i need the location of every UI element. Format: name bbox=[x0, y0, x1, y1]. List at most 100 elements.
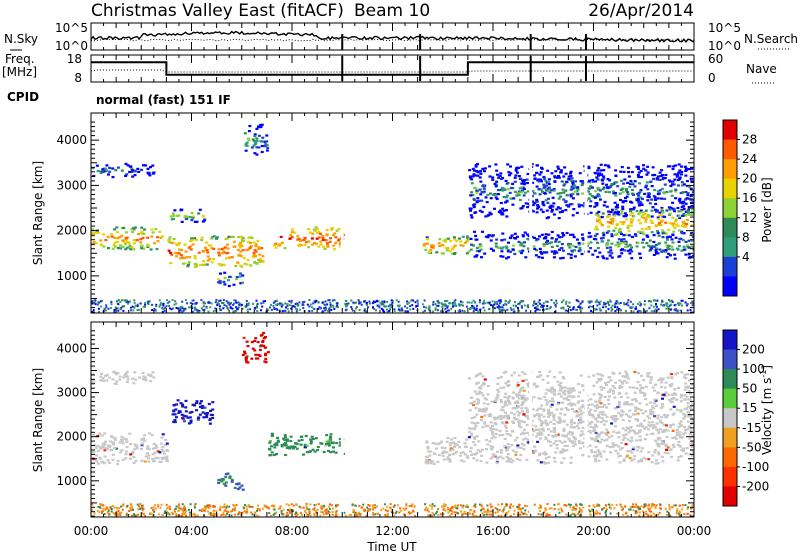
data-cell bbox=[473, 416, 477, 419]
data-cell bbox=[682, 417, 686, 420]
data-cell bbox=[654, 383, 657, 386]
data-cell bbox=[522, 428, 526, 431]
data-cell bbox=[654, 249, 658, 252]
data-cell bbox=[143, 460, 147, 463]
clutter-cell bbox=[423, 305, 425, 308]
clutter-cell bbox=[460, 510, 463, 513]
clutter-cell bbox=[457, 504, 459, 507]
data-cell bbox=[254, 337, 258, 340]
data-cell bbox=[617, 400, 621, 404]
clutter-cell bbox=[191, 299, 194, 302]
data-cell bbox=[124, 242, 128, 245]
data-cell bbox=[479, 193, 483, 196]
data-cell bbox=[507, 395, 511, 398]
clutter-cell bbox=[523, 304, 526, 307]
data-cell bbox=[263, 140, 267, 143]
data-cell bbox=[686, 405, 690, 408]
clutter-cell bbox=[666, 510, 669, 513]
freq-right-tick-top: 60 bbox=[708, 52, 723, 66]
clutter-cell bbox=[324, 303, 327, 306]
data-cell bbox=[628, 213, 632, 216]
clutter-cell bbox=[417, 302, 420, 305]
data-cell bbox=[600, 413, 604, 416]
clutter-cell bbox=[130, 306, 132, 309]
data-cell bbox=[683, 388, 687, 391]
data-cell bbox=[689, 198, 693, 201]
data-cell bbox=[607, 225, 611, 228]
data-cell bbox=[615, 212, 619, 215]
clutter-cell bbox=[435, 512, 437, 515]
data-cell bbox=[444, 238, 448, 241]
data-cell bbox=[115, 380, 119, 383]
data-cell bbox=[486, 443, 490, 446]
data-cell bbox=[540, 404, 544, 407]
clutter-cell bbox=[376, 505, 379, 508]
data-cell bbox=[671, 437, 675, 440]
clutter-cell bbox=[235, 306, 238, 309]
data-cell bbox=[618, 461, 622, 464]
data-cell bbox=[228, 475, 232, 478]
data-cell bbox=[319, 442, 323, 445]
data-cell bbox=[522, 187, 526, 190]
data-cell bbox=[477, 381, 480, 384]
data-cell bbox=[684, 174, 688, 177]
data-cell bbox=[546, 239, 550, 242]
clutter-cell bbox=[260, 309, 262, 312]
data-cell bbox=[303, 443, 307, 446]
clutter-cell bbox=[187, 508, 190, 511]
data-cell bbox=[550, 250, 554, 253]
clutter-cell bbox=[621, 509, 624, 512]
clutter-cell bbox=[650, 310, 653, 313]
data-cell bbox=[562, 430, 566, 433]
data-cell bbox=[225, 252, 229, 255]
data-cell bbox=[521, 180, 525, 183]
data-cell bbox=[650, 424, 654, 427]
clutter-cell bbox=[328, 511, 331, 514]
data-cell bbox=[659, 406, 663, 409]
data-cell bbox=[252, 140, 256, 143]
data-cell bbox=[424, 248, 428, 251]
data-cell bbox=[297, 237, 301, 240]
data-cell bbox=[687, 239, 691, 242]
data-cell bbox=[531, 408, 535, 411]
data-cell bbox=[520, 407, 524, 410]
data-cell bbox=[499, 399, 503, 402]
data-cell bbox=[617, 238, 621, 241]
data-cell bbox=[548, 191, 552, 194]
data-cell bbox=[556, 176, 560, 179]
data-cell bbox=[541, 421, 545, 424]
clutter-cell bbox=[540, 513, 543, 516]
clutter-cell bbox=[133, 299, 136, 302]
data-cell bbox=[513, 180, 517, 183]
data-cell bbox=[516, 410, 520, 413]
data-cell bbox=[651, 174, 655, 177]
clutter-cell bbox=[535, 306, 538, 308]
clutter-cell bbox=[279, 309, 282, 312]
data-cell bbox=[581, 442, 585, 445]
data-cell bbox=[187, 263, 190, 266]
data-cell bbox=[328, 240, 332, 243]
data-cell bbox=[481, 394, 485, 397]
data-cell bbox=[681, 191, 685, 194]
data-cell bbox=[675, 247, 679, 250]
data-cell bbox=[549, 204, 553, 207]
data-cell bbox=[547, 410, 551, 413]
clutter-cell bbox=[454, 299, 457, 302]
data-cell bbox=[241, 249, 245, 252]
data-cell bbox=[475, 452, 479, 455]
data-cell bbox=[586, 424, 589, 427]
data-cell bbox=[628, 409, 632, 412]
data-cell bbox=[592, 454, 596, 458]
data-cell bbox=[686, 420, 690, 423]
data-cell bbox=[636, 174, 640, 177]
data-cell bbox=[547, 415, 551, 418]
data-cell bbox=[557, 217, 561, 220]
data-cell bbox=[472, 457, 476, 460]
data-cell bbox=[488, 211, 492, 214]
data-cell bbox=[517, 420, 521, 423]
data-cell bbox=[283, 247, 287, 250]
data-cell bbox=[172, 214, 176, 217]
clutter-cell bbox=[105, 304, 108, 307]
data-cell bbox=[143, 434, 147, 437]
data-cell bbox=[435, 251, 439, 254]
